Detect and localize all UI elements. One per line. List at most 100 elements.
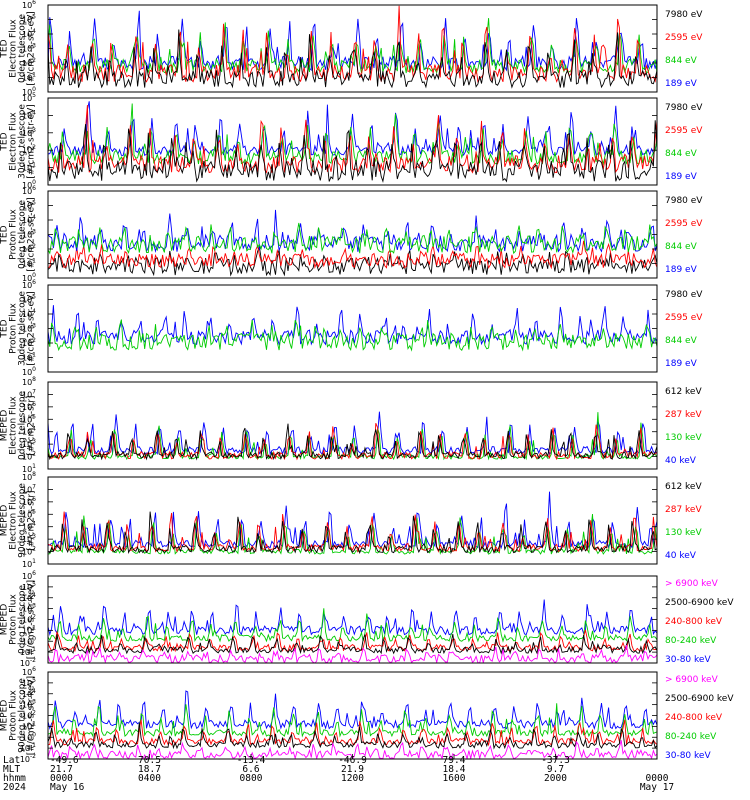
y-axis-label: Proton Flux [9, 209, 19, 260]
y-tick-label: 101 [22, 624, 36, 635]
y-tick-label: 102 [22, 710, 36, 721]
y-tick-label: 105 [22, 581, 36, 592]
legend-label: 612 keV [665, 482, 702, 492]
series-line [48, 103, 657, 166]
y-axis-label: MEPED [0, 505, 10, 537]
y-tick-label: 103 [22, 127, 36, 138]
legend-label: 844 eV [665, 149, 698, 159]
traces [48, 101, 657, 183]
y-tick-label: 102 [22, 144, 36, 155]
legend-label: 189 eV [665, 359, 698, 369]
traces [48, 491, 657, 555]
x-tick-label: -46.9 [338, 755, 367, 766]
series-line [48, 101, 657, 157]
legend-label: 30-80 keV [665, 655, 711, 665]
series-line [48, 120, 657, 183]
panel-4: 100 101 102 103 104 105 106 TED Proton Flux 30deg… [0, 279, 703, 377]
y-tick-label: 101 [22, 72, 36, 83]
y-axis-label: [#/cm2-s-str] [27, 490, 37, 550]
y-tick-label: 103 [22, 603, 36, 614]
y-tick-label: 102 [22, 451, 36, 462]
x-tick-label: 18.4 [443, 764, 466, 775]
y-tick-label: 105 [22, 508, 36, 519]
y-tick-label: 105 [22, 413, 36, 424]
legend-label: 130 keV [665, 528, 702, 538]
series-line [48, 423, 657, 461]
x-tick-label: 21.7 [50, 764, 73, 775]
legend-label: 844 eV [665, 56, 698, 66]
series-line [48, 5, 657, 83]
y-tick-label: 107 [22, 483, 36, 494]
y-axis-label: [#/cm2-s-str-eV] [27, 104, 37, 179]
y-axis-label: [#/cm2-s-str-keV] [27, 676, 37, 755]
y-tick-label: 102 [22, 243, 36, 254]
legend-label: > 6900 keV [665, 675, 719, 685]
x-tick-label: May 17 [640, 782, 674, 793]
y-tick-label: 102 [22, 337, 36, 348]
y-tick-label: 103 [22, 699, 36, 710]
y-axis-label: 30deg telescope [18, 104, 28, 179]
y-axis-label: 30deg telescope [18, 291, 28, 366]
y-tick-label: 105 [22, 92, 36, 103]
series-line [48, 411, 657, 456]
y-tick-label: 108 [22, 376, 36, 387]
series-line [48, 511, 657, 555]
y-tick-label: 104 [22, 592, 36, 603]
y-axis-label: TED [0, 225, 10, 244]
y-axis-label: [#/cm2-s-str-eV] [27, 197, 37, 272]
y-axis-label: 0deg telescope [18, 200, 28, 270]
x-tick-label: -49.6 [50, 755, 79, 766]
legend-label: 189 eV [665, 79, 698, 89]
series-line [48, 222, 657, 255]
legend-label: 189 eV [665, 265, 698, 275]
y-tick-label: 101 [22, 463, 36, 474]
y-tick-label: 104 [22, 521, 36, 532]
y-tick-label: 101 [22, 352, 36, 363]
x-tick-label: 18.7 [138, 764, 161, 775]
y-tick-label: 102 [22, 614, 36, 625]
y-tick-label: 100 [22, 366, 36, 377]
legend-label: 7980 eV [665, 10, 703, 20]
traces [48, 599, 657, 663]
y-axis-label: Electron Flux [9, 19, 19, 78]
legend-label: 189 eV [665, 172, 698, 182]
y-axis-label: 90deg telescope [18, 483, 28, 558]
series-line [48, 629, 657, 653]
y-tick-label: 103 [22, 438, 36, 449]
series-line [48, 18, 657, 75]
traces [48, 5, 657, 89]
x-tick-label: 0000 [646, 773, 669, 784]
y-tick-label: 103 [22, 533, 36, 544]
x-tick-label: 0000 [50, 773, 73, 784]
y-tick-label: 106 [22, 666, 36, 677]
x-tick-label: -13.4 [237, 755, 266, 766]
y-tick-label: 10-1 [20, 742, 36, 753]
legend-label: 2595 eV [665, 313, 703, 323]
panel-frame [47, 284, 658, 373]
series-line [48, 599, 657, 636]
legend-label: 844 eV [665, 242, 698, 252]
y-axis-label: MEPED [0, 700, 10, 732]
x-tick-label: 0400 [138, 773, 161, 784]
y-axis-label: TED [0, 39, 10, 58]
y-tick-label: 105 [22, 677, 36, 688]
y-tick-label: 101 [22, 720, 36, 731]
y-axis-label: [#/cm2-s-str-eV] [27, 11, 37, 86]
y-tick-label: 104 [22, 688, 36, 699]
panel-frame [47, 476, 658, 565]
y-axis-label: 0deg telescope [18, 391, 28, 461]
x-tick-label: -37.3 [541, 755, 570, 766]
legend-label: 7980 eV [665, 103, 703, 113]
y-tick-label: 106 [22, 496, 36, 507]
legend-label: 130 keV [665, 433, 702, 443]
series-line [48, 703, 657, 738]
x-tick-label: 6.6 [242, 764, 259, 775]
legend-label: 2595 eV [665, 219, 703, 229]
x-tick-label: 9.7 [547, 764, 564, 775]
y-tick-label: 100 [22, 635, 36, 646]
panel-3: 100 101 102 103 104 105 106 TED Proton Flux 0deg … [0, 185, 703, 283]
y-tick-label: 100 [22, 179, 36, 190]
legend-label: 612 keV [665, 387, 702, 397]
